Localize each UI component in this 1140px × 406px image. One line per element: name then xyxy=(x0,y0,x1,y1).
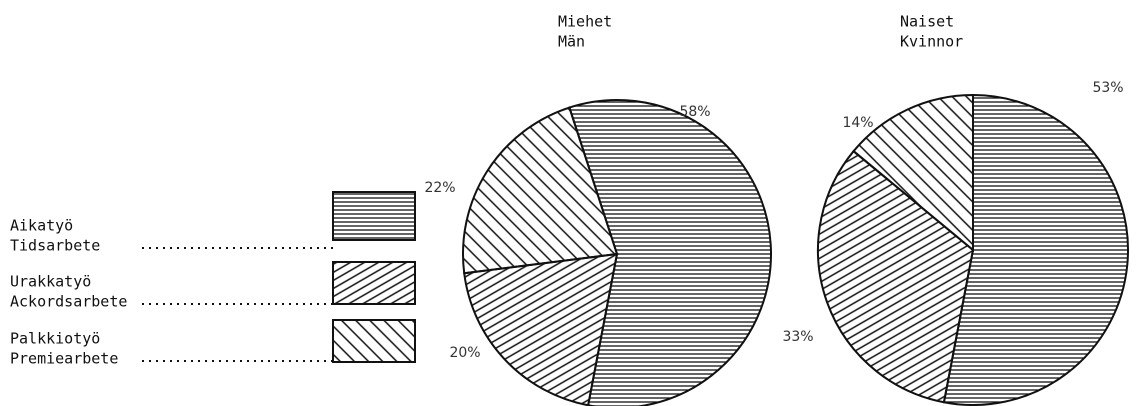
legend-label: Premiearbete xyxy=(10,350,118,368)
value-label: 22% xyxy=(424,180,455,196)
pie-slice xyxy=(568,99,772,406)
value-label: 53% xyxy=(1092,80,1123,96)
pie-slice xyxy=(462,106,619,275)
pie-title: Naiset xyxy=(900,13,954,31)
value-label: 20% xyxy=(449,345,480,361)
legend-swatch xyxy=(332,319,416,363)
legend-label: Palkkiotyö xyxy=(10,330,100,348)
pie-slice xyxy=(942,93,1129,406)
pie-slice xyxy=(852,93,974,253)
legend-label: Ackordsarbete xyxy=(10,293,127,311)
value-label: 14% xyxy=(842,115,873,131)
legend-swatch xyxy=(332,261,416,305)
pie-title: Kvinnor xyxy=(900,33,963,51)
legend-label: Urakkatyö xyxy=(10,273,91,291)
value-label: 58% xyxy=(679,104,710,120)
value-label: 33% xyxy=(782,329,813,345)
pie-slice xyxy=(817,149,975,404)
legend-label: Tidsarbete xyxy=(10,237,100,255)
pie-title: Män xyxy=(558,33,585,51)
legend-label: Aikatyö xyxy=(10,217,73,235)
pie-slice xyxy=(463,252,619,406)
legend-swatch xyxy=(332,191,416,241)
pie-title: Miehet xyxy=(558,13,612,31)
